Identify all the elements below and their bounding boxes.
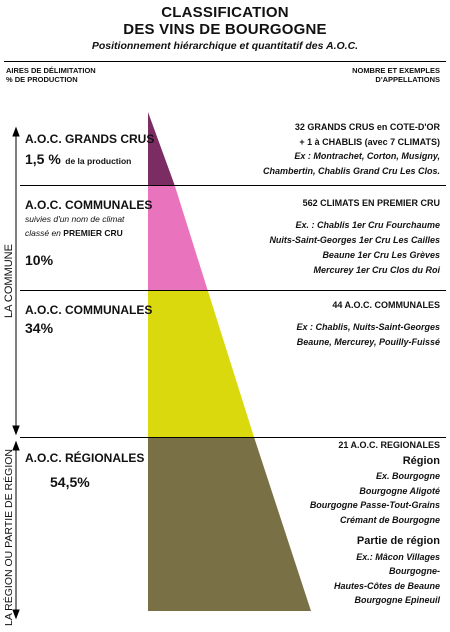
header-right: NOMBRE ET EXEMPLES D'APPELLATIONS <box>352 66 440 84</box>
grands-crus-percent-note: de la production <box>65 156 132 166</box>
header-divider <box>4 61 446 62</box>
header-left: AIRES DE DÉLIMITATION % DE PRODUCTION <box>6 66 96 84</box>
communales-appellations: 44 A.O.C. COMMUNALES Ex : Chablis, Nuits… <box>296 298 440 351</box>
grands-crus-title: A.O.C. GRANDS CRUS <box>25 132 155 146</box>
header-left-line-2: % DE PRODUCTION <box>6 75 78 84</box>
regionales-count: 21 A.O.C. REGIONALES <box>338 440 440 450</box>
region-arrow-down-icon <box>12 609 20 620</box>
segment-communales <box>148 290 254 437</box>
premier-cru-example-2: Nuits-Saint-Georges 1er Cru Les Cailles <box>269 235 440 245</box>
title-line-2: DES VINS DE BOURGOGNE <box>123 21 327 38</box>
region-arrow-up-icon <box>12 440 20 451</box>
communales-example-2: Beaune, Mercurey, Pouilly-Fuissé <box>296 337 440 347</box>
premier-cru-example-3: Beaune 1er Cru Les Grèves <box>322 250 440 260</box>
regionales-region-heading: Région <box>402 454 440 467</box>
segment-premier-cru <box>148 185 208 290</box>
regionales-region-example-2: Bourgogne Aligoté <box>359 485 440 496</box>
premier-cru-example-1: Ex. : Chablis 1er Cru Fourchaume <box>295 220 440 230</box>
regionales-percent: 54,5% <box>50 474 90 490</box>
grands-crus-appellations: 32 GRANDS CRUS en COTE-D'OR + 1 à CHABLI… <box>263 120 440 178</box>
commune-arrow-up-icon <box>12 126 20 137</box>
grands-crus-percent: 1,5 % <box>25 151 61 167</box>
premier-cru-example-4: Mercurey 1er Cru Clos du Roi <box>313 265 440 275</box>
header-right-line-1: NOMBRE ET EXEMPLES <box>352 66 440 75</box>
premier-cru-note-1: suivies d'un nom de climat <box>25 214 125 224</box>
regionales-appellations: 21 A.O.C. REGIONALES Région Ex. Bourgogn… <box>310 438 440 608</box>
premier-cru-note-strong: PREMIER CRU <box>63 228 123 238</box>
premier-cru-count: 562 CLIMATS EN PREMIER CRU <box>302 198 440 208</box>
grands-crus-share: 1,5 % de la production <box>25 151 131 169</box>
premier-cru-appellations: 562 CLIMATS EN PREMIER CRU Ex. : Chablis… <box>269 196 440 278</box>
subtitle: Positionnement hiérarchique et quantitat… <box>91 40 359 52</box>
divider-3 <box>20 437 446 438</box>
divider-2 <box>20 290 446 291</box>
regionales-partie-example-3: Hautes-Côtes de Beaune <box>333 580 440 591</box>
axis-label-region: LA RÉGION OU PARTIE DE RÉGION <box>3 449 15 626</box>
regionales-region-example-1: Ex. Bourgogne <box>375 471 440 481</box>
grands-crus-chablis: + 1 à CHABLIS (avec 7 CLIMATS) <box>299 136 440 147</box>
header-right-line-2: D'APPELLATIONS <box>375 75 440 84</box>
title-line-1: CLASSIFICATION <box>161 4 289 21</box>
regionales-partie-example-4: Bourgogne Epineuil <box>354 595 441 605</box>
communales-title: A.O.C. COMMUNALES <box>25 303 153 317</box>
segment-grands-crus <box>148 112 175 185</box>
regionales-region-example-3: Bourgogne Passe-Tout-Grains <box>309 500 440 510</box>
communales-percent: 34% <box>25 320 54 336</box>
premier-cru-title: A.O.C. COMMUNALES <box>25 198 153 212</box>
premier-cru-note-2: classé en PREMIER CRU <box>25 228 123 238</box>
premier-cru-percent: 10% <box>25 252 54 268</box>
axis-label-commune: LA COMMUNE <box>3 244 15 318</box>
regionales-region-example-4: Crémant de Bourgogne <box>339 514 440 525</box>
regionales-partie-heading: Partie de région <box>356 535 440 547</box>
segment-regionales <box>148 437 311 611</box>
regionales-partie-example-2: Bourgogne- <box>389 566 440 576</box>
regionales-partie-example-1: Ex.: Mâcon Villages <box>356 551 440 562</box>
regionales-title: A.O.C. RÉGIONALES <box>25 451 145 465</box>
commune-arrow-down-icon <box>12 425 20 436</box>
header-left-line-1: AIRES DE DÉLIMITATION <box>6 66 96 75</box>
grands-crus-example-1: Ex : Montrachet, Corton, Musigny, <box>294 151 440 161</box>
communales-count: 44 A.O.C. COMMUNALES <box>332 300 440 310</box>
grands-crus-example-2: Chambertin, Chablis Grand Cru Les Clos. <box>262 165 440 176</box>
divider-1 <box>20 185 446 186</box>
grands-crus-count: 32 GRANDS CRUS en COTE-D'OR <box>294 122 440 132</box>
communales-example-1: Ex : Chablis, Nuits-Saint-Georges <box>296 321 440 332</box>
premier-cru-note-prefix: classé en <box>25 228 61 238</box>
